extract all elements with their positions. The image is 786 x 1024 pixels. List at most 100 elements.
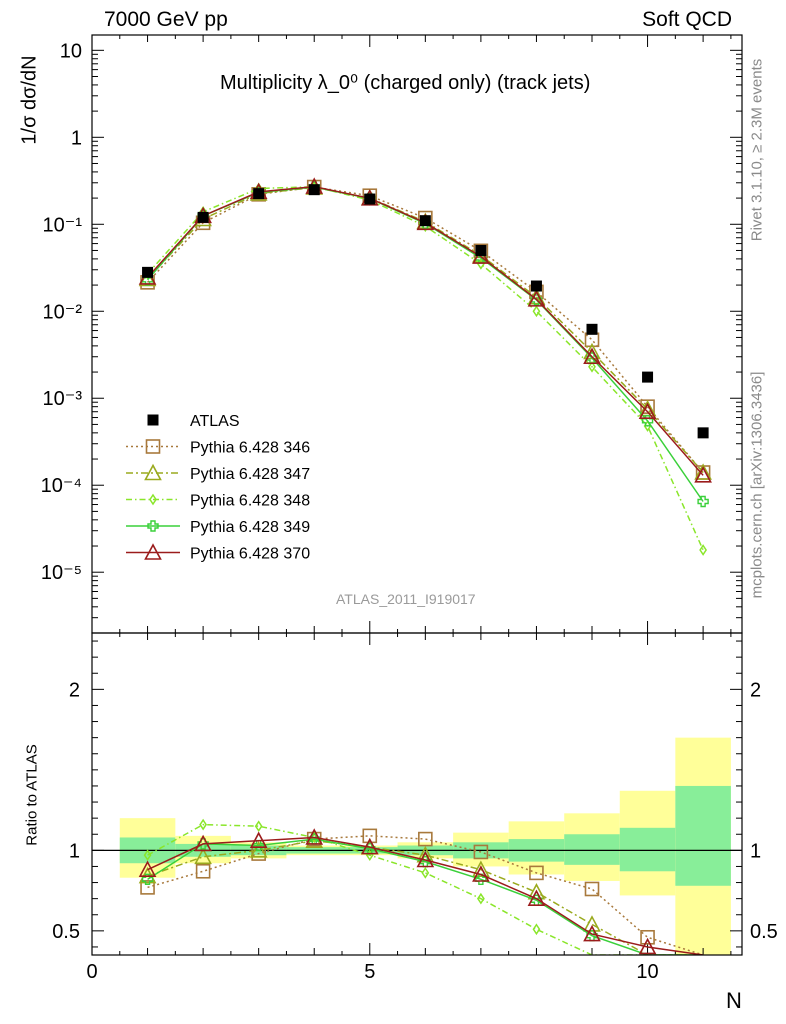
tick-labels: 0 5 10 10⁻⁵ 10⁻⁴ 10⁻³ 10⁻² 10⁻¹ 1 10 0.5 0.5 1 1 2 2 <box>41 40 778 983</box>
x-tick-label: 10 <box>636 961 658 983</box>
legend-label: Pythia 6.428 348 <box>190 493 310 510</box>
series-348-line <box>146 186 704 551</box>
atlas-data-point <box>142 266 154 278</box>
ratio-y-tick-label: 0.5 <box>52 921 80 943</box>
series-349-point <box>530 294 543 306</box>
series-346-ratio-point <box>195 863 211 879</box>
series-370-ratio-point <box>305 828 324 845</box>
series-346-ratio-point <box>529 865 544 881</box>
chart-title: Multiplicity λ_0⁰ (charged only) (track … <box>220 72 591 94</box>
atlas-data-point <box>586 323 598 335</box>
atlas-data-point <box>419 215 431 227</box>
legend-marker <box>145 439 161 454</box>
ratio-y-tick-label-right: 1 <box>750 840 761 862</box>
legend-label: Pythia 6.428 347 <box>190 466 310 483</box>
series-370-ratio-point <box>360 837 379 855</box>
series-370-point <box>583 347 601 365</box>
series-347-ratio-point <box>194 847 212 865</box>
plot-frames <box>91 34 743 956</box>
legend-label: Pythia 6.428 346 <box>190 440 310 457</box>
series-348-ratio-point <box>421 867 430 879</box>
y-axis-label: 1/σ dσ/dN <box>18 55 41 145</box>
ratio-y-tick-label-right: 0.5 <box>750 921 778 943</box>
ratio-series-group <box>138 818 704 955</box>
series-349-ratio-line <box>147 838 704 955</box>
series-370-ratio-point <box>527 889 546 906</box>
series-348-ratio-point <box>199 818 208 831</box>
series-370-point <box>472 247 490 264</box>
energy-label: 7000 GeV pp <box>104 8 228 31</box>
atlas-data-point <box>197 211 209 223</box>
stat-uncertainty-band <box>619 827 676 872</box>
legend: ATLAS Pythia 6.428 346 Pythia 6.428 347 Pyt… <box>126 413 310 563</box>
main-plot-frame <box>91 34 743 634</box>
series-346-ratio-point <box>362 828 378 844</box>
atlas-data-point <box>530 280 542 292</box>
y-tick-label: 10⁻⁵ <box>41 562 82 584</box>
legend-marker-atlas <box>147 414 159 426</box>
legend-label: Pythia 6.428 349 <box>190 519 310 536</box>
series-370-ratio-point <box>249 831 268 848</box>
ratio-y-tick-label-right: 2 <box>750 679 761 701</box>
series-347-ratio-point <box>249 841 268 858</box>
series-370-ratio-point <box>583 924 601 942</box>
legend-label-atlas: ATLAS <box>190 413 240 430</box>
series-346-ratio-point <box>640 929 655 945</box>
series-348-ratio-point <box>143 849 152 862</box>
process-label: Soft QCD <box>642 8 732 31</box>
analysis-label: ATLAS_2011_I919017 <box>336 591 476 607</box>
series-370-ratio-point <box>472 865 490 882</box>
series-347-ratio-line <box>147 839 704 955</box>
y-tick-label: 10⁻³ <box>43 388 83 410</box>
series-347-ratio-point <box>472 860 490 877</box>
legend-marker <box>149 493 157 506</box>
series-370-ratio-point <box>416 850 435 868</box>
series-348-ratio-point <box>532 923 541 936</box>
ratio-y-tick-label: 2 <box>69 679 80 701</box>
series-348-point <box>699 544 708 556</box>
series-370-ratio-line <box>147 836 704 955</box>
y-tick-label: 10⁻⁴ <box>41 475 82 497</box>
series-370-point <box>638 402 657 420</box>
ratio-plot-frame <box>91 632 743 956</box>
x-axis-label: N <box>726 988 742 1013</box>
series-348-ratio-point <box>254 820 263 833</box>
series-346-ratio-point <box>418 831 433 847</box>
atlas-data-point <box>308 184 320 196</box>
y-tick-label: 10⁻¹ <box>43 214 83 236</box>
series-348-point <box>588 360 596 373</box>
legend-marker <box>147 520 159 532</box>
legend-label: Pythia 6.428 370 <box>190 546 310 563</box>
atlas-data-point <box>475 244 487 256</box>
series-347-ratio-point <box>583 915 601 932</box>
ratio-uncertainty-bands <box>92 737 742 955</box>
main-series-group <box>138 177 712 556</box>
stat-uncertainty-band <box>675 785 731 886</box>
y-tick-label: 10 <box>60 40 82 62</box>
series-370-ratio-point <box>194 834 212 852</box>
series-349-point <box>697 495 709 508</box>
series-370-ratio-point <box>138 860 157 877</box>
atlas-data-point <box>253 188 265 200</box>
atlas-data-point <box>697 427 709 439</box>
series-346-ratio-point <box>473 844 489 860</box>
mcplots-label: mcplots.cern.ch [arXiv:1306.3436] <box>748 371 766 599</box>
x-tick-label: 0 <box>86 961 97 983</box>
stat-uncertainty-band <box>564 834 620 865</box>
legend-marker <box>144 543 162 560</box>
series-348-ratio-line <box>147 823 704 955</box>
series-348-point <box>532 305 541 318</box>
ratio-y-axis-label: Ratio to ATLAS <box>23 744 41 846</box>
y-tick-label: 1 <box>71 127 82 149</box>
y-tick-label: 10⁻² <box>43 301 83 323</box>
series-370-ratio-point <box>638 937 657 955</box>
legend-marker <box>144 463 162 481</box>
series-348-ratio-point <box>476 892 485 905</box>
ratio-y-tick-label: 1 <box>69 840 80 862</box>
data-series <box>138 177 712 955</box>
series-346-ratio-point <box>584 881 600 897</box>
series-349-ratio-point <box>197 838 209 850</box>
atlas-data-point <box>642 371 654 383</box>
series-346-ratio-line <box>147 835 704 955</box>
